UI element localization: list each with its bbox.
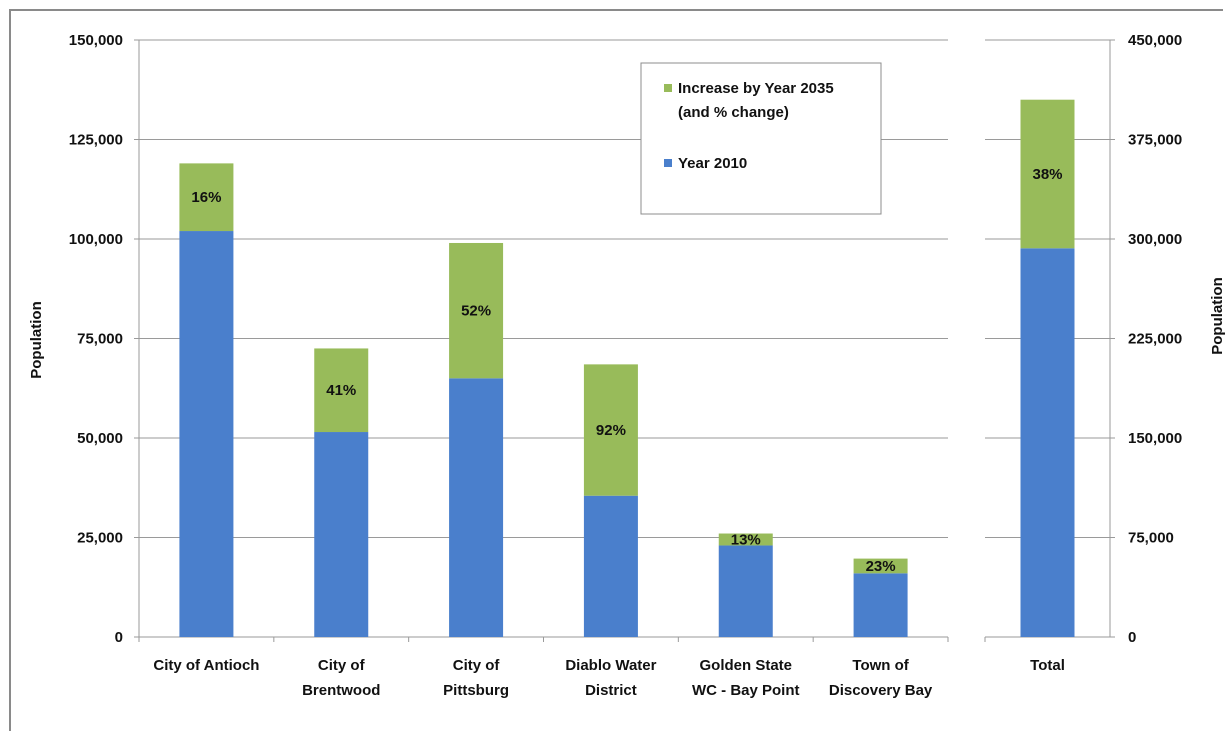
legend-swatch-increase — [664, 84, 672, 92]
bar-increase-2035 — [718, 533, 773, 546]
legend-label: (and % change) — [678, 104, 789, 121]
legend-label: Increase by Year 2035 — [678, 80, 834, 97]
y-tick-label: 0 — [1128, 629, 1136, 646]
y-tick-label: 125,000 — [69, 132, 123, 149]
percent-change-label: 23% — [866, 558, 896, 575]
bar-year-2010 — [853, 573, 908, 637]
bar-increase-2035 — [1020, 99, 1075, 249]
y-tick-label: 450,000 — [1128, 32, 1182, 49]
legend: Increase by Year 2035 (and % change) Year … — [640, 62, 882, 215]
y-tick-label: 150,000 — [1128, 430, 1182, 447]
percent-change-label: 38% — [1032, 166, 1062, 183]
category-label: Total — [1030, 657, 1065, 674]
bar-year-2010 — [314, 432, 369, 637]
legend-swatch-2010 — [664, 159, 672, 167]
right-y-axis: 0 75,000 150,000 225,000 300,000 375,000 450,0… — [984, 32, 1182, 646]
category-label: City of — [318, 657, 366, 674]
bar-increase-2035 — [853, 558, 908, 574]
y-tick-label: 50,000 — [77, 430, 123, 447]
chart-frame — [9, 9, 1223, 731]
category-label: District — [585, 682, 637, 699]
bar-year-2010 — [179, 231, 234, 638]
category-label: Pittsburg — [443, 682, 509, 699]
y-tick-label: 75,000 — [77, 331, 123, 348]
category-label: Diablo Water — [565, 657, 656, 674]
y-tick-label: 0 — [115, 629, 123, 646]
percent-change-label: 41% — [326, 382, 356, 399]
y-tick-label: 75,000 — [1128, 530, 1174, 547]
left-axis-title: Population — [28, 301, 45, 379]
category-label: WC - Bay Point — [692, 682, 800, 699]
percent-change-label: 52% — [461, 303, 491, 320]
category-label: Town of — [852, 657, 909, 674]
y-tick-label: 300,000 — [1128, 231, 1182, 248]
y-tick-label: 225,000 — [1128, 331, 1182, 348]
bar-increase-2035 — [583, 364, 638, 496]
percent-change-label: 13% — [731, 531, 761, 548]
bar-year-2010 — [718, 545, 773, 637]
y-tick-label: 25,000 — [77, 530, 123, 547]
bar-year-2010 — [449, 378, 504, 637]
legend-box — [640, 62, 882, 215]
category-label: Brentwood — [302, 682, 380, 699]
category-label: City of Antioch — [153, 657, 259, 674]
y-tick-label: 100,000 — [69, 231, 123, 248]
bar-increase-2035 — [314, 348, 369, 433]
percent-change-label: 92% — [596, 422, 626, 439]
percent-change-label: 16% — [191, 189, 221, 206]
category-label: Golden State — [699, 657, 792, 674]
left-y-axis: 0 25,000 50,000 75,000 100,000 125,000 150,000 — [69, 32, 949, 646]
bar-increase-2035 — [449, 242, 504, 379]
category-label: City of — [453, 657, 501, 674]
right-axis-title: Population — [1209, 277, 1226, 355]
bar-year-2010 — [1020, 248, 1075, 637]
category-label: Discovery Bay — [829, 682, 933, 699]
y-tick-label: 150,000 — [69, 32, 123, 49]
y-tick-label: 375,000 — [1128, 132, 1182, 149]
bar-increase-2035 — [179, 163, 234, 232]
bar-year-2010 — [583, 495, 638, 637]
category-labels: City of Antioch City of Brentwood City of Pi… — [153, 657, 1064, 699]
right-bars: 38% — [1020, 99, 1075, 637]
legend-label: Year 2010 — [678, 155, 747, 172]
left-bars: 16% 41% 52% 92% 13% 23% — [179, 163, 908, 638]
